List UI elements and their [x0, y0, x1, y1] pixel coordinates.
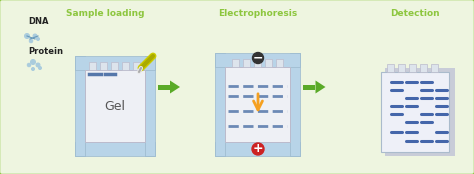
FancyBboxPatch shape	[158, 85, 170, 89]
Circle shape	[253, 53, 264, 64]
Circle shape	[31, 68, 35, 70]
Circle shape	[33, 34, 37, 38]
Text: Protein: Protein	[28, 46, 63, 56]
FancyBboxPatch shape	[410, 64, 417, 72]
FancyBboxPatch shape	[100, 62, 108, 70]
Polygon shape	[170, 81, 180, 93]
Circle shape	[30, 60, 36, 65]
FancyBboxPatch shape	[388, 64, 394, 72]
FancyBboxPatch shape	[255, 59, 262, 67]
Text: Gel: Gel	[104, 100, 126, 113]
FancyBboxPatch shape	[303, 85, 316, 89]
FancyBboxPatch shape	[265, 59, 273, 67]
Text: Sample loading: Sample loading	[66, 9, 144, 18]
Text: Detection: Detection	[390, 9, 440, 18]
Circle shape	[27, 63, 31, 67]
FancyBboxPatch shape	[291, 53, 301, 156]
FancyBboxPatch shape	[420, 64, 428, 72]
Text: −: −	[253, 52, 263, 65]
Text: +: +	[253, 143, 264, 156]
FancyBboxPatch shape	[90, 62, 97, 70]
FancyBboxPatch shape	[111, 62, 118, 70]
FancyBboxPatch shape	[399, 64, 405, 72]
Circle shape	[252, 143, 264, 155]
Text: Electrophoresis: Electrophoresis	[219, 9, 298, 18]
FancyBboxPatch shape	[75, 56, 85, 156]
FancyBboxPatch shape	[75, 142, 155, 156]
FancyBboxPatch shape	[85, 70, 145, 142]
FancyBboxPatch shape	[385, 68, 455, 156]
FancyBboxPatch shape	[134, 62, 140, 70]
FancyBboxPatch shape	[216, 53, 226, 156]
FancyBboxPatch shape	[75, 56, 155, 70]
FancyBboxPatch shape	[381, 72, 449, 152]
FancyBboxPatch shape	[226, 67, 291, 142]
FancyBboxPatch shape	[216, 142, 301, 156]
FancyBboxPatch shape	[216, 53, 301, 67]
FancyBboxPatch shape	[122, 62, 129, 70]
Circle shape	[36, 63, 40, 67]
FancyBboxPatch shape	[431, 64, 438, 72]
Text: DNA: DNA	[28, 18, 48, 26]
FancyBboxPatch shape	[276, 59, 283, 67]
FancyBboxPatch shape	[244, 59, 250, 67]
Polygon shape	[316, 81, 326, 93]
FancyBboxPatch shape	[233, 59, 239, 67]
Circle shape	[36, 38, 39, 41]
Circle shape	[38, 66, 42, 69]
Circle shape	[25, 34, 29, 38]
Circle shape	[29, 39, 33, 43]
FancyBboxPatch shape	[145, 56, 155, 156]
